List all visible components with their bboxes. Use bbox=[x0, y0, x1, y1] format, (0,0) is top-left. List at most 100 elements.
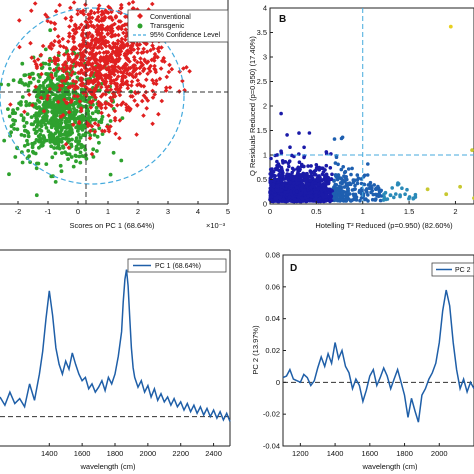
panel-b-point bbox=[367, 186, 372, 191]
panel-b-point bbox=[281, 182, 285, 187]
panel-a-conventional-point bbox=[106, 101, 111, 107]
panel-b-point bbox=[370, 197, 375, 202]
panel-a-transgenic-point bbox=[48, 66, 52, 71]
panel-a-conventional-point bbox=[159, 58, 165, 64]
panel-a-conventional-point bbox=[71, 39, 77, 45]
panel-a-conventional-point bbox=[61, 52, 67, 57]
panel-c-x-tick-label: 1800 bbox=[107, 449, 124, 458]
panel-b-point bbox=[294, 176, 298, 180]
panel-a-transgenic-point bbox=[69, 155, 74, 159]
panel-a-conventional-point bbox=[123, 37, 128, 43]
panel-a-conventional-point bbox=[63, 142, 69, 147]
panel-a-transgenic-point bbox=[93, 117, 98, 122]
panel-a-conventional-point bbox=[65, 76, 70, 81]
panel-a-conventional-point bbox=[58, 114, 64, 120]
panel-a-conventional-point bbox=[126, 66, 131, 72]
panel-a-conventional-point bbox=[45, 96, 50, 102]
panel-a-conventional-point bbox=[69, 47, 75, 52]
panel-a-conventional-point bbox=[48, 20, 54, 25]
panel-a-conventional-point bbox=[90, 51, 95, 57]
panel-a-transgenic-point bbox=[31, 149, 35, 154]
panel-b-point bbox=[336, 162, 340, 167]
panel-b-point bbox=[297, 168, 302, 173]
panel-b-point bbox=[338, 176, 343, 180]
panel-a-conventional-point bbox=[52, 21, 57, 26]
panel-b-point bbox=[332, 178, 336, 183]
panel-a-transgenic-point bbox=[34, 138, 39, 142]
panel-a-conventional-point bbox=[113, 86, 119, 92]
panel-a-conventional-point bbox=[139, 98, 145, 104]
panel-a-transgenic-point bbox=[26, 134, 31, 139]
panel-a-transgenic-point bbox=[67, 92, 72, 97]
panel-b-point bbox=[325, 198, 329, 202]
panel-b-point bbox=[405, 187, 409, 192]
panel-a-conventional-point bbox=[53, 8, 59, 14]
panel-a-transgenic-point bbox=[58, 132, 63, 137]
panel-a-conventional-point bbox=[125, 85, 131, 91]
panel-b-point bbox=[322, 185, 326, 190]
panel-a-conventional-point bbox=[151, 81, 157, 86]
panel-b-point bbox=[309, 199, 313, 203]
panel-b-point bbox=[303, 196, 308, 200]
panel-b-point bbox=[300, 197, 305, 202]
panel-a-transgenic-point bbox=[67, 115, 72, 120]
panel-a-conventional-point bbox=[59, 83, 65, 89]
panel-b-point bbox=[287, 195, 292, 200]
panel-a-conventional-point bbox=[95, 122, 101, 128]
panel-a-conventional-point bbox=[130, 69, 136, 75]
panel-a-transgenic-point bbox=[11, 78, 16, 83]
panel-b-point bbox=[284, 184, 289, 188]
panel-a-conventional-point bbox=[96, 103, 102, 108]
panel-b-point bbox=[297, 178, 302, 182]
panel-b-point bbox=[394, 192, 398, 196]
panel-a-transgenic-point bbox=[34, 166, 39, 171]
panel-a-transgenic-point bbox=[73, 112, 78, 116]
panel-a-conventional-point bbox=[40, 43, 46, 49]
panel-a-transgenic-point bbox=[35, 119, 39, 124]
panel-a-conventional-point bbox=[150, 95, 156, 100]
panel-a-transgenic-point bbox=[22, 144, 27, 148]
panel-b-point bbox=[312, 172, 317, 176]
panel-a-transgenic-point bbox=[0, 82, 3, 87]
panel-a-conventional-point bbox=[93, 95, 98, 100]
panel-d-x-tick-label: 1200 bbox=[292, 449, 309, 458]
panel-b-point bbox=[301, 171, 306, 176]
panel-a-transgenic-point bbox=[96, 109, 101, 114]
panel-a-conventional-point bbox=[57, 83, 62, 89]
panel-b-point bbox=[330, 172, 334, 177]
panel-a-transgenic-point bbox=[37, 86, 42, 90]
panel-a-transgenic-point bbox=[10, 111, 15, 116]
panel-a-conventional-point bbox=[76, 119, 82, 125]
panel-a-conventional-point bbox=[87, 43, 92, 49]
panel-a-conventional-point bbox=[78, 57, 83, 62]
panel-a-conventional-point bbox=[89, 15, 95, 21]
panel-a-transgenic-point bbox=[52, 146, 56, 150]
panel-a-transgenic-point bbox=[61, 144, 65, 149]
panel-a-conventional-point bbox=[95, 23, 100, 28]
panel-c-legend-label: PC 1 (68.64%) bbox=[155, 263, 201, 270]
panel-b-point bbox=[318, 181, 322, 186]
panel-a-conventional-point bbox=[137, 42, 143, 47]
panel-a-transgenic-point bbox=[55, 95, 60, 100]
panel-a-conventional-point bbox=[63, 45, 69, 51]
panel-a-transgenic-point bbox=[65, 130, 70, 135]
panel-b-point bbox=[339, 136, 344, 141]
panel-a-transgenic-point bbox=[60, 151, 64, 155]
panel-d-y-ticks: -0.04 -0.02 0 0.02 0.04 0.06 0.08 bbox=[263, 251, 286, 451]
panel-a-transgenic-point bbox=[39, 124, 44, 128]
panel-d-y-tick-label: 0.04 bbox=[265, 314, 280, 323]
panel-a-conventional-point bbox=[89, 151, 95, 157]
panel-b-point bbox=[279, 178, 284, 183]
panel-b-point bbox=[355, 181, 360, 186]
panel-a-conventional-point bbox=[45, 93, 51, 99]
panel-a-conventional-point bbox=[45, 18, 50, 24]
panel-a-conventional-point bbox=[101, 50, 107, 55]
panel-b-point bbox=[339, 195, 344, 200]
panel-a-conventional-point bbox=[113, 51, 118, 56]
panel-a-conventional-point bbox=[80, 44, 85, 50]
panel-a-conventional-point bbox=[139, 63, 144, 69]
panel-b-point bbox=[353, 178, 357, 182]
panel-c-x-tick-label: 2000 bbox=[140, 449, 157, 458]
panel-b-point bbox=[374, 187, 378, 191]
panel-a-transgenic-point bbox=[74, 125, 78, 130]
